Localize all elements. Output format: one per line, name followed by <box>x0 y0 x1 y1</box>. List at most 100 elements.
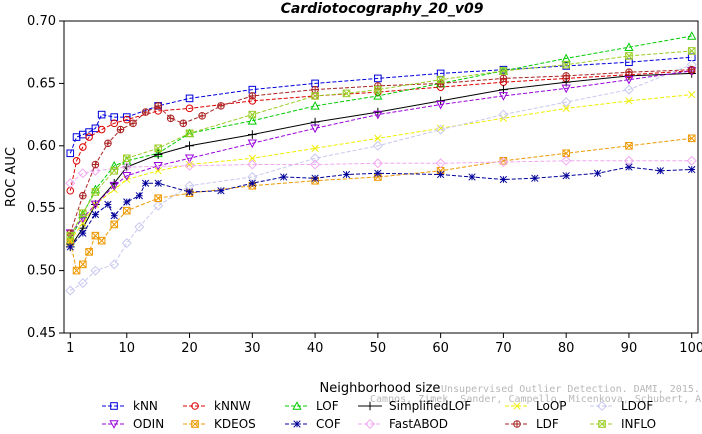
y-tick-label: 0.70 <box>27 14 56 29</box>
data-point-kdeos <box>122 206 131 215</box>
legend-item-ldof: LDOF <box>590 399 653 413</box>
data-point-odin <box>435 100 446 110</box>
data-point-odin <box>561 84 571 94</box>
data-point-ldof <box>498 109 509 120</box>
data-point-inflo <box>248 110 257 119</box>
data-point-fastabod <box>372 158 383 169</box>
data-point-odin <box>184 154 195 164</box>
data-point-cof <box>468 173 476 181</box>
data-point-loop <box>436 124 445 132</box>
data-point-cof <box>342 170 351 179</box>
data-point-cof <box>499 175 508 184</box>
legend-marker-ldf <box>513 420 521 428</box>
data-point-odin <box>624 75 634 85</box>
chart-title: Cardiotocography_20_v09 <box>281 1 484 17</box>
x-tick-label: 30 <box>244 341 261 356</box>
data-point-ldf <box>687 65 696 74</box>
x-tick-label: 50 <box>370 341 387 356</box>
data-point-cof <box>79 229 87 237</box>
data-point-ldf <box>166 114 175 123</box>
data-point-kdeos <box>110 220 119 229</box>
plot-frame <box>63 20 699 334</box>
data-point-ldof <box>153 200 164 211</box>
legend-marker-cof <box>293 420 301 428</box>
x-axis: 1 10 20 30 40 50 60 70 80 90 100 <box>66 333 702 356</box>
data-point-ldf <box>562 72 570 80</box>
series-line-kdeos <box>69 137 692 272</box>
data-point-knnw <box>110 119 119 128</box>
legend-label-inflo: INFLO <box>621 417 656 431</box>
data-point-simplifiedlof <box>185 141 194 151</box>
x-tick-label: 20 <box>181 341 198 356</box>
data-point-ldf <box>91 160 100 169</box>
data-point-odin <box>498 92 509 101</box>
data-point-knnw <box>79 143 87 151</box>
data-point-inflo <box>687 47 696 55</box>
data-point-inflo <box>66 231 75 240</box>
data-point-ldof <box>623 84 634 95</box>
series-fastabod <box>65 155 697 189</box>
data-point-ldf <box>248 92 257 100</box>
data-point-loop <box>185 160 194 169</box>
data-point-cof <box>135 192 143 200</box>
data-point-cof <box>656 167 664 175</box>
x-tick-label: 70 <box>495 341 512 356</box>
data-point-inflo <box>154 144 162 153</box>
data-point-ldof <box>372 140 383 151</box>
x-tick-label: 90 <box>621 341 638 356</box>
legend-marker-odin <box>109 420 119 429</box>
data-point-cof <box>248 179 256 187</box>
data-point-cof <box>531 174 539 182</box>
legend-item-kdeos: KDEOS <box>183 417 256 431</box>
series-line-lof <box>69 35 692 241</box>
data-point-kdeos <box>154 194 162 203</box>
data-point-kdeos <box>687 134 696 143</box>
legend-label-ldf: LDF <box>536 417 559 431</box>
data-point-ldf <box>198 112 206 120</box>
data-point-cof <box>123 198 131 206</box>
legend-item-knn: kNN <box>102 399 158 413</box>
data-point-loop <box>79 219 87 227</box>
data-point-ldf <box>129 119 137 128</box>
x-tick-label: 1 <box>66 341 74 356</box>
data-point-loop <box>625 97 633 105</box>
legend-item-cof: COF <box>285 417 341 431</box>
data-point-cof <box>280 173 288 181</box>
data-point-fastabod <box>184 160 195 171</box>
data-point-ldf <box>154 102 162 110</box>
data-point-loop <box>688 90 696 99</box>
data-point-ldof <box>121 238 132 249</box>
data-point-odin <box>90 200 101 210</box>
data-point-cof <box>688 165 696 174</box>
data-point-cof <box>185 188 194 196</box>
data-point-kdeos <box>97 236 106 245</box>
data-point-ldof <box>77 278 88 289</box>
data-point-knnw <box>122 115 131 124</box>
data-point-loop <box>311 144 319 152</box>
legend-label-ldof: LDOF <box>621 399 653 413</box>
x-tick-label: 60 <box>432 341 449 356</box>
series-inflo <box>66 47 696 240</box>
y-tick-label: 0.60 <box>27 139 56 154</box>
data-point-loop <box>374 134 382 142</box>
data-point-knn <box>374 74 382 83</box>
data-point-inflo <box>342 89 351 98</box>
series-line-loop <box>69 94 692 241</box>
data-point-kdeos <box>79 260 87 269</box>
data-point-knn <box>97 110 106 119</box>
legend-item-ldf: LDF <box>505 417 559 431</box>
data-point-cof <box>66 243 74 251</box>
data-point-inflo <box>91 188 100 196</box>
data-point-fastabod <box>623 155 634 166</box>
data-point-simplifiedlof <box>248 130 257 139</box>
series-layer <box>65 31 697 296</box>
data-point-lof <box>109 160 119 170</box>
data-point-lof <box>624 42 634 52</box>
data-point-fastabod <box>561 155 572 166</box>
data-point-lof <box>687 31 697 40</box>
legend: kNN kNNW LOF SimplifiedLOF LoOP LDOF ODIN KDEOS… <box>102 399 656 431</box>
legend-label-simplifiedlof: SimplifiedLOF <box>389 399 471 413</box>
data-point-odin <box>78 214 88 224</box>
legend-marker-inflo <box>598 420 606 428</box>
